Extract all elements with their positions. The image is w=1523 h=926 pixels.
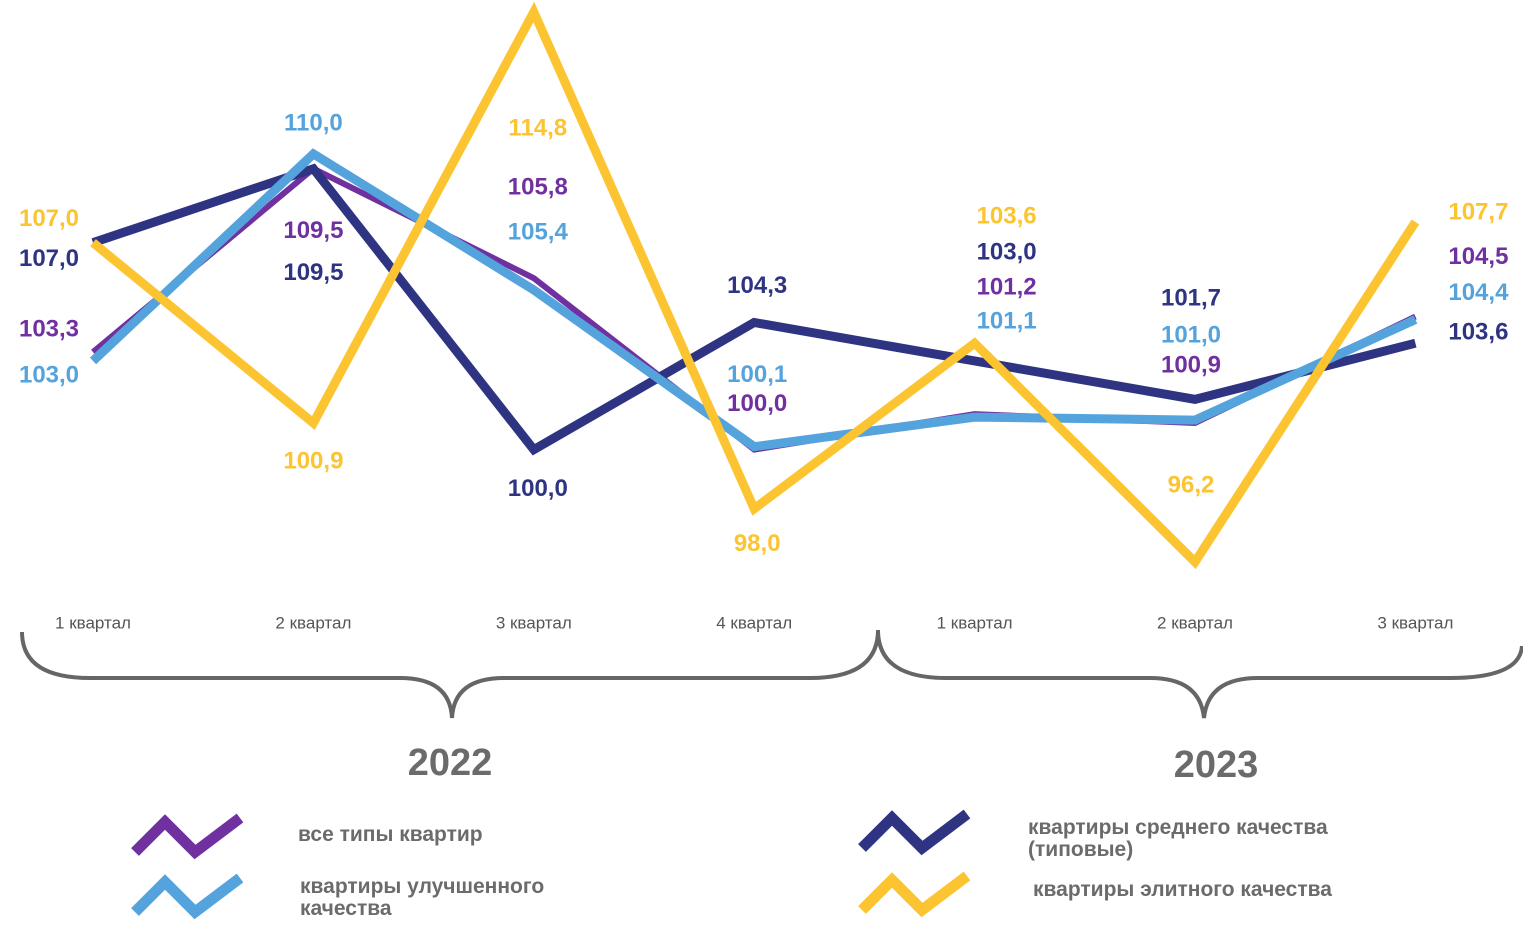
group-label: 2023 (1174, 744, 1259, 786)
data-label: 100,9 (283, 447, 343, 474)
legend-swatch (858, 809, 971, 856)
data-label: 100,9 (1161, 351, 1221, 378)
data-label: 110,0 (284, 109, 343, 136)
legend-swatch (131, 813, 244, 860)
x-tick-label: 3 квартал (1377, 613, 1453, 632)
legend-swatch (131, 873, 244, 920)
legend-label: все типы квартир (298, 823, 483, 846)
data-label: 101,1 (977, 307, 1037, 334)
x-tick-label: 1 квартал (937, 613, 1013, 632)
series-line (89, 148, 1418, 452)
group-label: 2022 (408, 742, 493, 784)
data-label: 96,2 (1168, 471, 1215, 498)
brace (876, 629, 1523, 719)
data-label: 100,0 (508, 475, 568, 502)
data-label: 105,4 (508, 218, 569, 245)
series-line (91, 163, 1417, 456)
data-label: 101,2 (977, 273, 1037, 300)
data-label: 104,5 (1448, 243, 1508, 270)
x-tick-label: 2 квартал (275, 613, 351, 632)
data-label: 107,0 (19, 245, 79, 272)
data-label: 107,0 (19, 205, 79, 232)
series-line (90, 1, 1420, 570)
data-label: 101,7 (1161, 285, 1221, 312)
data-label: 104,4 (1448, 279, 1509, 306)
data-label: 101,0 (1161, 321, 1221, 348)
data-label: 114,8 (508, 114, 567, 141)
legend-swatch (858, 871, 971, 918)
data-label: 109,5 (283, 259, 343, 286)
data-label: 103,3 (19, 315, 79, 342)
x-tick-label: 3 квартал (496, 613, 572, 632)
data-label: 105,8 (508, 173, 568, 200)
brace (20, 629, 880, 719)
x-tick-label: 1 квартал (55, 613, 131, 632)
data-label: 107,7 (1448, 198, 1508, 225)
x-tick-label: 4 квартал (716, 613, 792, 632)
data-label: 103,6 (977, 203, 1037, 230)
data-label: 103,0 (19, 361, 79, 388)
legend-label: квартиры элитного качества (1033, 878, 1332, 901)
data-label: 103,0 (977, 238, 1037, 265)
data-label: 109,5 (283, 217, 343, 244)
legend-label: квартиры улучшенного качества (300, 875, 545, 920)
data-label: 103,6 (1448, 319, 1508, 346)
data-label: 98,0 (734, 530, 781, 557)
legend-label: квартиры среднего качества (типовые) (1028, 816, 1328, 861)
data-label: 104,3 (727, 272, 787, 299)
x-tick-label: 2 квартал (1157, 613, 1233, 632)
data-label: 100,1 (727, 361, 787, 388)
data-label: 100,0 (727, 390, 787, 417)
